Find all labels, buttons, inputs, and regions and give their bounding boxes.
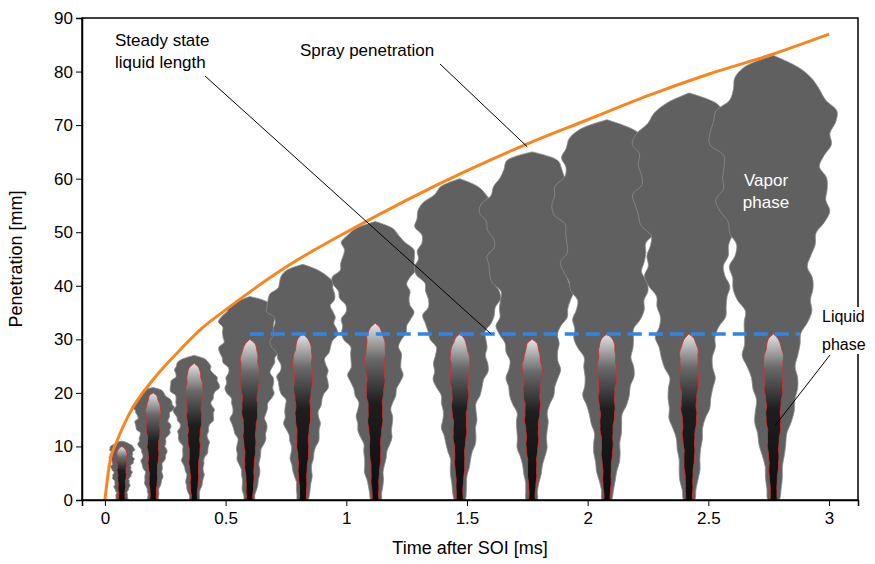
x-tick-label: 1 (342, 509, 351, 528)
x-tick: 1 (342, 500, 351, 528)
x-tick-mark (829, 500, 830, 506)
y-tick-label: 0 (64, 491, 73, 510)
x-tick-label: 2.5 (697, 509, 721, 528)
y-tick-mark (76, 72, 82, 73)
y-tick: 10 (54, 437, 82, 456)
vapor-plume (266, 264, 338, 500)
x-tick: 1.5 (456, 500, 480, 528)
vapor-label: Vaporphase (743, 171, 789, 212)
x-tick-mark (588, 500, 589, 506)
liquid-core (679, 334, 699, 500)
x-tick-mark (708, 500, 709, 506)
y-tick: 0 (64, 491, 82, 510)
liquid-label: Liquidphase (822, 308, 866, 353)
liquid-core (145, 393, 161, 500)
vapor-plume (170, 355, 219, 500)
y-tick-label: 90 (54, 9, 73, 28)
x-tick-mark (346, 500, 347, 506)
y-tick-label: 20 (54, 384, 73, 403)
liquid-core (763, 334, 783, 500)
y-tick-mark (76, 232, 82, 233)
y-tick-mark (76, 179, 82, 180)
liquid-core (597, 334, 617, 500)
y-tick: 90 (54, 9, 82, 28)
x-axis-title: Time after SOI [ms] (392, 538, 547, 558)
x-tick-label: 0.5 (214, 509, 238, 528)
penetration-label: Spray penetration (300, 41, 434, 60)
y-tick-label: 40 (54, 277, 73, 296)
marks (105, 34, 837, 500)
liquid-core (293, 334, 313, 500)
y-tick: 70 (54, 116, 82, 135)
vapor-plume (332, 222, 416, 500)
y-tick-mark (76, 339, 82, 340)
liquid-core (116, 446, 127, 500)
liquid-core (240, 339, 260, 500)
plot-area: 00.511.522.530102030405060708090 (54, 9, 858, 528)
liquid-core (364, 323, 385, 500)
x-tick: 2.5 (697, 500, 721, 528)
y-tick: 30 (54, 330, 82, 349)
y-tick-mark (76, 393, 82, 394)
liquid-core (450, 334, 470, 500)
y-tick-label: 50 (54, 223, 73, 242)
y-tick: 20 (54, 384, 82, 403)
x-axis: 0 0.5 1 1.5 2 2.5 3 (83, 500, 859, 528)
leader-line (776, 355, 830, 425)
y-tick-mark (76, 125, 82, 126)
plot-frame (82, 18, 858, 500)
label-patch (820, 307, 868, 354)
y-tick-mark (76, 18, 82, 19)
vapor-plume (218, 296, 282, 500)
series-line (105, 34, 829, 500)
x-tick: 2 (583, 500, 592, 528)
chart: 00.511.522.530102030405060708090Time aft… (0, 0, 875, 564)
x-tick-label: 3 (825, 509, 834, 528)
x-tick-mark (467, 500, 468, 506)
x-tick-mark (226, 500, 227, 506)
y-tick: 40 (54, 277, 82, 296)
y-tick: 50 (54, 223, 82, 242)
x-tick: 3 (825, 500, 834, 528)
y-tick: 60 (54, 170, 82, 189)
liquid-length-label: Steady stateliquid length (115, 31, 210, 72)
y-axis: 0 10 20 30 40 50 60 70 80 90 (54, 9, 82, 510)
liquid-core (522, 339, 542, 500)
series-line (250, 332, 800, 336)
leader-line (205, 76, 491, 334)
x-tick: 0 (101, 500, 110, 528)
y-tick-label: 30 (54, 330, 73, 349)
x-tick-mark (105, 500, 106, 506)
x-tick: 0.5 (214, 500, 238, 528)
annotations: Steady stateliquid length Spray penetrati… (115, 31, 868, 425)
x-tick-label: 2 (583, 509, 592, 528)
leader-line (440, 64, 527, 147)
y-tick-label: 10 (54, 437, 73, 456)
y-tick: 80 (54, 62, 82, 81)
y-tick-label: 70 (54, 116, 73, 135)
vapor-plume (709, 55, 837, 500)
y-tick-mark (76, 500, 82, 501)
y-tick-label: 60 (54, 170, 73, 189)
y-tick-mark (76, 286, 82, 287)
y-tick-mark (76, 446, 82, 447)
x-tick-label: 1.5 (456, 509, 480, 528)
liquid-core (185, 363, 203, 500)
x-tick-label: 0 (101, 509, 110, 528)
x-axis-line (83, 501, 859, 507)
y-tick-label: 80 (54, 62, 73, 81)
y-axis-title: Penetration [mm] (6, 190, 26, 327)
vapor-plume (132, 388, 174, 500)
